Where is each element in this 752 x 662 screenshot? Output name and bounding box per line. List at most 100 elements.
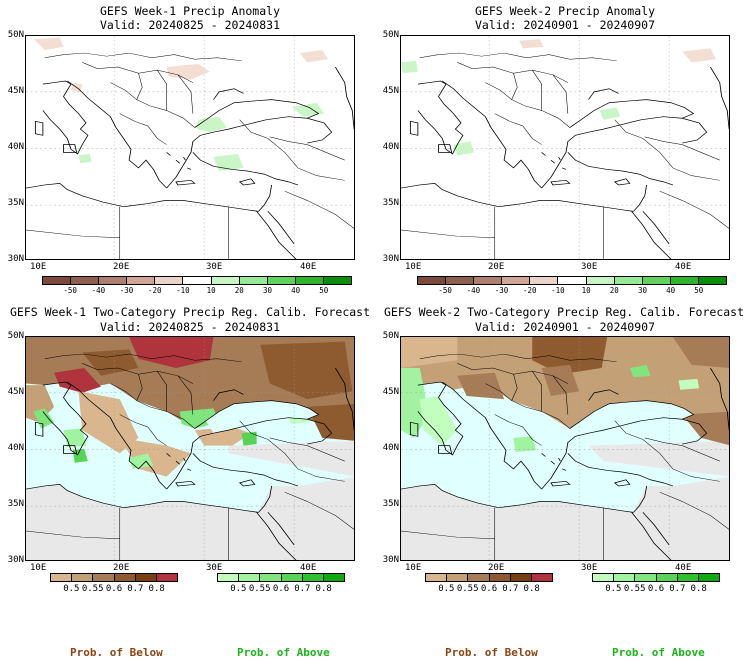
anomaly-tick: -50 [438,286,452,295]
lon-label: 20E [488,262,505,272]
anomaly-swatch [239,277,268,284]
anomaly-tick: 40 [291,286,301,295]
lon-label: 20E [113,262,130,272]
above-tick: 0.8 [315,584,332,594]
below-tick: 0.7 [127,584,144,594]
above-colorbar-ticks: 0.5 0.55 0.6 0.7 0.8 [217,584,345,596]
anomaly-tick: 10 [581,286,591,295]
below-swatch [156,574,178,581]
anomaly-swatch [127,277,156,284]
anomaly-tick: -30 [494,286,509,295]
lat-label: 35N [7,198,24,208]
lat-label: 45N [7,86,24,96]
lon-label: 30E [581,563,598,573]
lat-label: 45N [7,387,24,397]
map-week2-anomaly [400,35,730,260]
lat-label: 35N [382,499,399,509]
panel-tl-title: GEFS Week-1 Precip Anomaly [99,4,280,18]
anomaly-colorbar-ticks: -50 -40 -30 -20 -10 10 20 30 40 50 [42,286,352,296]
below-tick: 0.6 [480,584,498,594]
below-colorbar-ticks: 0.5 0.55 0.6 0.7 0.8 [50,584,178,596]
anomaly-swatch [43,277,72,284]
above-tick: 0.7 [294,584,311,594]
above-swatch [239,574,261,581]
above-colorbar [217,573,345,582]
below-tick: 0.55 [81,584,104,594]
lat-label: 40N [7,443,24,453]
below-tick: 0.7 [502,584,519,594]
lat-label: 40N [382,443,399,453]
map-week1-two-category [25,336,355,561]
anomaly-tick: -20 [522,286,537,295]
below-tick: 0.8 [148,584,165,594]
below-colorbar [50,573,178,582]
above-tick: 0.8 [690,584,707,594]
below-swatch [489,574,511,581]
anomaly-swatch [99,277,128,284]
lon-label: 30E [581,262,598,272]
anomaly-colorbar-ticks: -50 -40 -30 -20 -10 10 20 30 40 50 [417,286,727,296]
lat-label: 50N [7,30,24,40]
panel-tl-valid: Valid: 20240825 - 20240831 [99,18,280,32]
above-tick: 0.6 [272,584,290,594]
lon-label: 40E [675,563,692,573]
lon-label: 10E [30,563,47,573]
above-tick: 0.6 [647,584,665,594]
anomaly-swatch [323,277,352,284]
anomaly-tick: 30 [262,286,272,295]
anomaly-swatch [155,277,184,284]
anomaly-tick: -40 [466,286,481,295]
above-swatch [593,574,615,581]
anomaly-tick: 50 [694,286,704,295]
lat-label: 30N [382,254,399,264]
lon-label: 10E [405,563,422,573]
lat-label: 30N [7,254,24,264]
anomaly-tick: 40 [666,286,676,295]
anomaly-swatch [502,277,531,284]
anomaly-tick: -40 [91,286,106,295]
anomaly-swatch [614,277,643,284]
anomaly-swatch [670,277,699,284]
anomaly-colorbar [417,276,727,285]
anomaly-tick: 50 [319,286,329,295]
lat-label: 30N [382,555,399,565]
above-tick: 0.55 [623,584,646,594]
anomaly-swatch [211,277,240,284]
above-swatch [614,574,636,581]
above-swatch [218,574,240,581]
below-swatch [93,574,115,581]
legend-below-label: Prob. of Below [445,646,538,659]
anomaly-swatch [71,277,100,284]
below-swatch [51,574,73,581]
anomaly-swatch [474,277,503,284]
anomaly-tick: 20 [234,286,244,295]
below-colorbar-ticks: 0.5 0.55 0.6 0.7 0.8 [425,584,553,596]
lon-label: 20E [113,563,130,573]
lat-label: 30N [7,555,24,565]
panel-tr-title: GEFS Week-2 Precip Anomaly [474,4,655,18]
above-swatch [635,574,657,581]
anomaly-swatch [295,277,324,284]
above-colorbar [592,573,720,582]
below-swatch [114,574,136,581]
below-tick: 0.6 [105,584,123,594]
below-swatch [72,574,94,581]
below-swatch [468,574,490,581]
lon-label: 10E [30,262,47,272]
above-colorbar-ticks: 0.5 0.55 0.6 0.7 0.8 [592,584,720,596]
above-swatch [677,574,699,581]
above-swatch [260,574,282,581]
legend-above-label: Prob. of Above [237,646,330,659]
below-swatch [447,574,469,581]
lat-label: 50N [7,331,24,341]
panel-tr-valid: Valid: 20240901 - 20240907 [474,18,655,32]
above-swatch [323,574,345,581]
panel-br-title: GEFS Week-2 Two-Category Precip Reg. Cal… [383,305,745,319]
anomaly-tick: 10 [206,286,216,295]
panel-bl-valid: Valid: 20240825 - 20240831 [99,320,280,334]
below-tick: 0.5 [438,584,455,594]
lat-label: 45N [382,387,399,397]
below-tick: 0.8 [523,584,540,594]
below-swatch [426,574,448,581]
lon-label: 20E [488,563,505,573]
